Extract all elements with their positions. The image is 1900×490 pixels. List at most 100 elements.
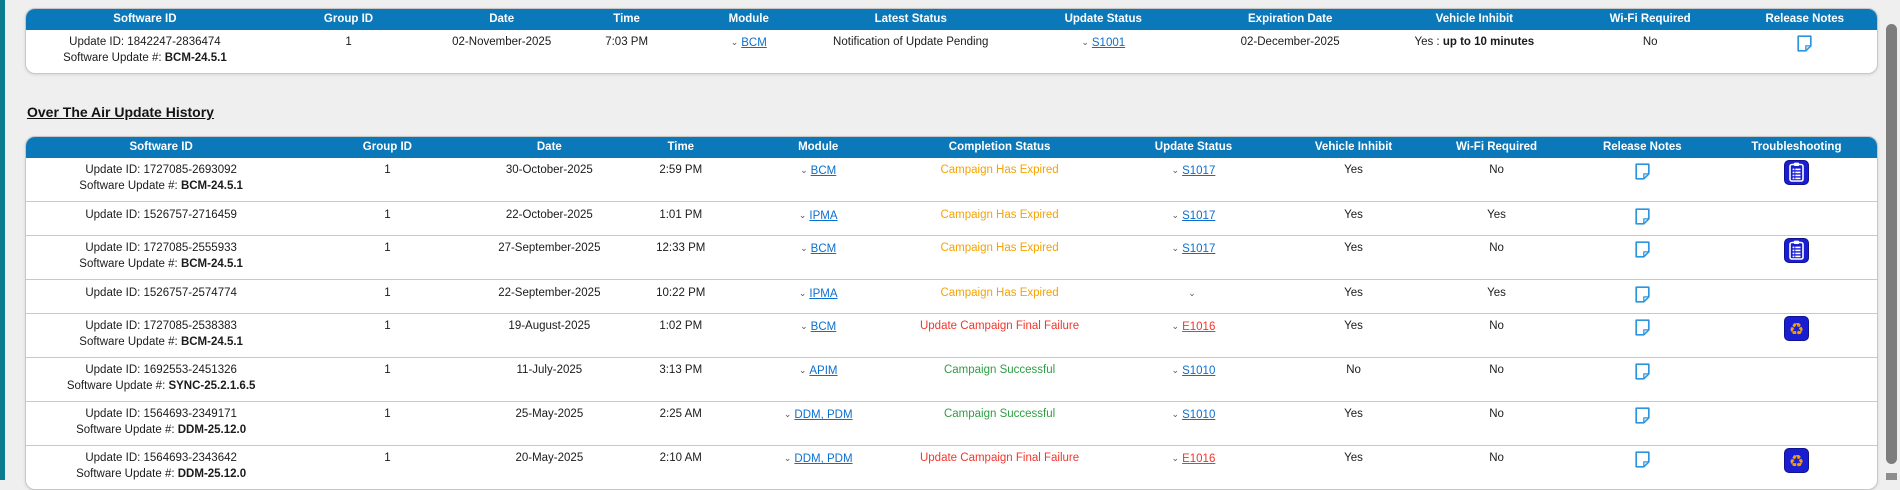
note-icon[interactable] (1635, 451, 1650, 468)
module-cell: ⌄ BCM (741, 158, 895, 202)
chevron-down-icon[interactable]: ⌄ (1081, 37, 1089, 47)
column-header-date: Date (433, 9, 571, 30)
update-status-link[interactable]: S1017 (1182, 165, 1216, 177)
note-icon[interactable] (1635, 319, 1650, 336)
module-link[interactable]: DDM, PDM (794, 409, 853, 421)
completion-status-text: Campaign Has Expired (940, 242, 1059, 254)
wifi-required-cell: No (1424, 313, 1569, 358)
release-notes-cell (1569, 158, 1716, 202)
vehicle-inhibit-cell: Yes (1344, 164, 1363, 176)
update-status-link[interactable]: S1010 (1182, 409, 1216, 421)
update-id-text: Update ID: 1564693-2343642 (85, 452, 237, 464)
column-header-wifi-required: Wi-Fi Required (1567, 9, 1733, 30)
scrollbar-corner (1886, 473, 1897, 480)
chevron-down-icon[interactable]: ⌄ (783, 453, 792, 463)
update-status-cell: ⌄ S1010 (1104, 401, 1283, 446)
chevron-down-icon[interactable]: ⌄ (1171, 365, 1180, 375)
chevron-down-icon[interactable]: ⌄ (800, 165, 808, 175)
history-row: Update ID: 1526757-2716459 1 22-October-20… (26, 201, 1877, 236)
note-icon[interactable] (1635, 208, 1650, 225)
chevron-down-icon[interactable]: ⌄ (1171, 243, 1180, 253)
vertical-scrollbar[interactable] (1886, 24, 1897, 464)
troubleshooting-cell (1715, 235, 1877, 280)
vehicle-inhibit-cell: Yes (1282, 279, 1425, 314)
time-cell: 3:13 PM (620, 357, 742, 402)
recycle-icon[interactable]: ♻ (1783, 316, 1809, 341)
module-cell: ⌄ BCM (683, 30, 814, 73)
update-status-cell: ⌄ S1017 (1104, 235, 1283, 280)
module-link[interactable]: IPMA (809, 210, 838, 222)
update-status-link[interactable]: S1001 (1091, 37, 1126, 49)
completion-status-cell: Campaign Successful (895, 357, 1105, 402)
software-update-text: Software Update #: BCM-24.5.1 (29, 257, 293, 271)
update-status-link[interactable]: E1016 (1182, 321, 1216, 333)
wifi-required-cell: Yes (1424, 279, 1569, 314)
history-column-header: Troubleshooting (1715, 137, 1877, 158)
time-cell: 1:01 PM (620, 201, 742, 236)
module-link[interactable]: IPMA (809, 288, 838, 300)
update-status-link[interactable]: S1010 (1182, 365, 1216, 377)
software-update-text: Software Update #: SYNC-25.2.1.6.5 (29, 379, 293, 393)
module-cell: ⌄ APIM (741, 357, 895, 402)
recycle-icon[interactable]: ♻ (1783, 448, 1809, 473)
chevron-down-icon[interactable]: ⌄ (1188, 288, 1196, 298)
chevron-down-icon[interactable]: ⌄ (798, 210, 807, 220)
note-icon[interactable] (1635, 363, 1650, 380)
chevron-down-icon[interactable]: ⌄ (1171, 453, 1180, 463)
vehicle-inhibit-cell: Yes (1282, 401, 1425, 446)
vehicle-inhibit-prefix: Yes : (1414, 36, 1443, 48)
software-update-label: Software Update #: (76, 424, 178, 436)
chevron-down-icon[interactable]: ⌄ (1171, 321, 1180, 331)
clipboard-icon[interactable] (1783, 238, 1809, 263)
release-notes-cell (1568, 235, 1716, 280)
note-icon[interactable] (1635, 241, 1650, 258)
column-header-software-id: Software ID (26, 9, 264, 30)
module-link[interactable]: BCM (810, 165, 837, 177)
module-link[interactable]: APIM (809, 365, 838, 377)
note-icon[interactable] (1635, 407, 1650, 424)
module-link[interactable]: DDM, PDM (794, 453, 853, 465)
update-status-link[interactable]: S1017 (1182, 210, 1216, 222)
vehicle-inhibit-cell: Yes : up to 10 minutes (1381, 30, 1568, 73)
date-cell: 20-May-2025 (478, 445, 621, 489)
software-id-cell: Update ID: 1727085-2693092 Software Updat… (26, 158, 296, 202)
group-id-cell: 1 (345, 36, 352, 48)
chevron-down-icon[interactable]: ⌄ (783, 409, 792, 419)
chevron-down-icon[interactable]: ⌄ (1171, 165, 1180, 175)
update-status-cell: ⌄ E1016 (1104, 313, 1283, 358)
module-cell: ⌄ IPMA (741, 201, 895, 236)
chevron-down-icon[interactable]: ⌄ (730, 37, 739, 47)
note-icon[interactable] (1635, 163, 1650, 180)
chevron-down-icon[interactable]: ⌄ (1171, 409, 1180, 419)
chevron-down-icon[interactable]: ⌄ (798, 288, 807, 298)
history-column-header: Software ID (26, 137, 297, 158)
clipboard-icon[interactable] (1783, 160, 1809, 185)
software-update-label: Software Update #: (63, 52, 165, 64)
module-link[interactable]: BCM (810, 243, 837, 255)
module-link[interactable]: BCM (741, 37, 767, 49)
group-id-cell: 1 (296, 201, 479, 236)
note-icon[interactable] (1635, 286, 1650, 303)
module-link[interactable]: BCM (810, 321, 837, 333)
update-id-text: Update ID: 1526757-2574774 (85, 287, 237, 299)
chevron-down-icon[interactable]: ⌄ (800, 321, 808, 331)
update-status-link[interactable]: E1016 (1182, 453, 1216, 465)
update-status-link[interactable]: S1017 (1182, 243, 1216, 255)
time-cell: 10:22 PM (620, 279, 742, 314)
software-update-text: Software Update #: BCM-24.5.1 (29, 179, 293, 193)
update-id-text: Update ID: 1564693-2349171 (85, 408, 237, 420)
completion-status-cell: Update Campaign Final Failure (895, 445, 1105, 489)
note-icon[interactable] (1797, 35, 1812, 52)
chevron-down-icon[interactable]: ⌄ (798, 365, 807, 375)
time-cell: 12:33 PM (620, 235, 742, 280)
history-card: Software ID Group ID Date Time Module Complet… (25, 136, 1878, 490)
history-row: Update ID: 1692553-2451326 Software Updat… (26, 357, 1877, 402)
vehicle-inhibit-cell: Yes (1282, 313, 1425, 358)
software-update-text: Software Update #: BCM-24.5.1 (29, 51, 261, 65)
software-update-text: Software Update #: DDM-25.12.0 (29, 467, 293, 481)
module-cell: ⌄ DDM, PDM (741, 401, 895, 446)
chevron-down-icon[interactable]: ⌄ (800, 243, 808, 253)
chevron-down-icon[interactable]: ⌄ (1171, 210, 1180, 220)
software-id-cell: Update ID: 1727085-2538383 Software Updat… (26, 313, 297, 358)
completion-status-text: Campaign Has Expired (940, 164, 1059, 176)
